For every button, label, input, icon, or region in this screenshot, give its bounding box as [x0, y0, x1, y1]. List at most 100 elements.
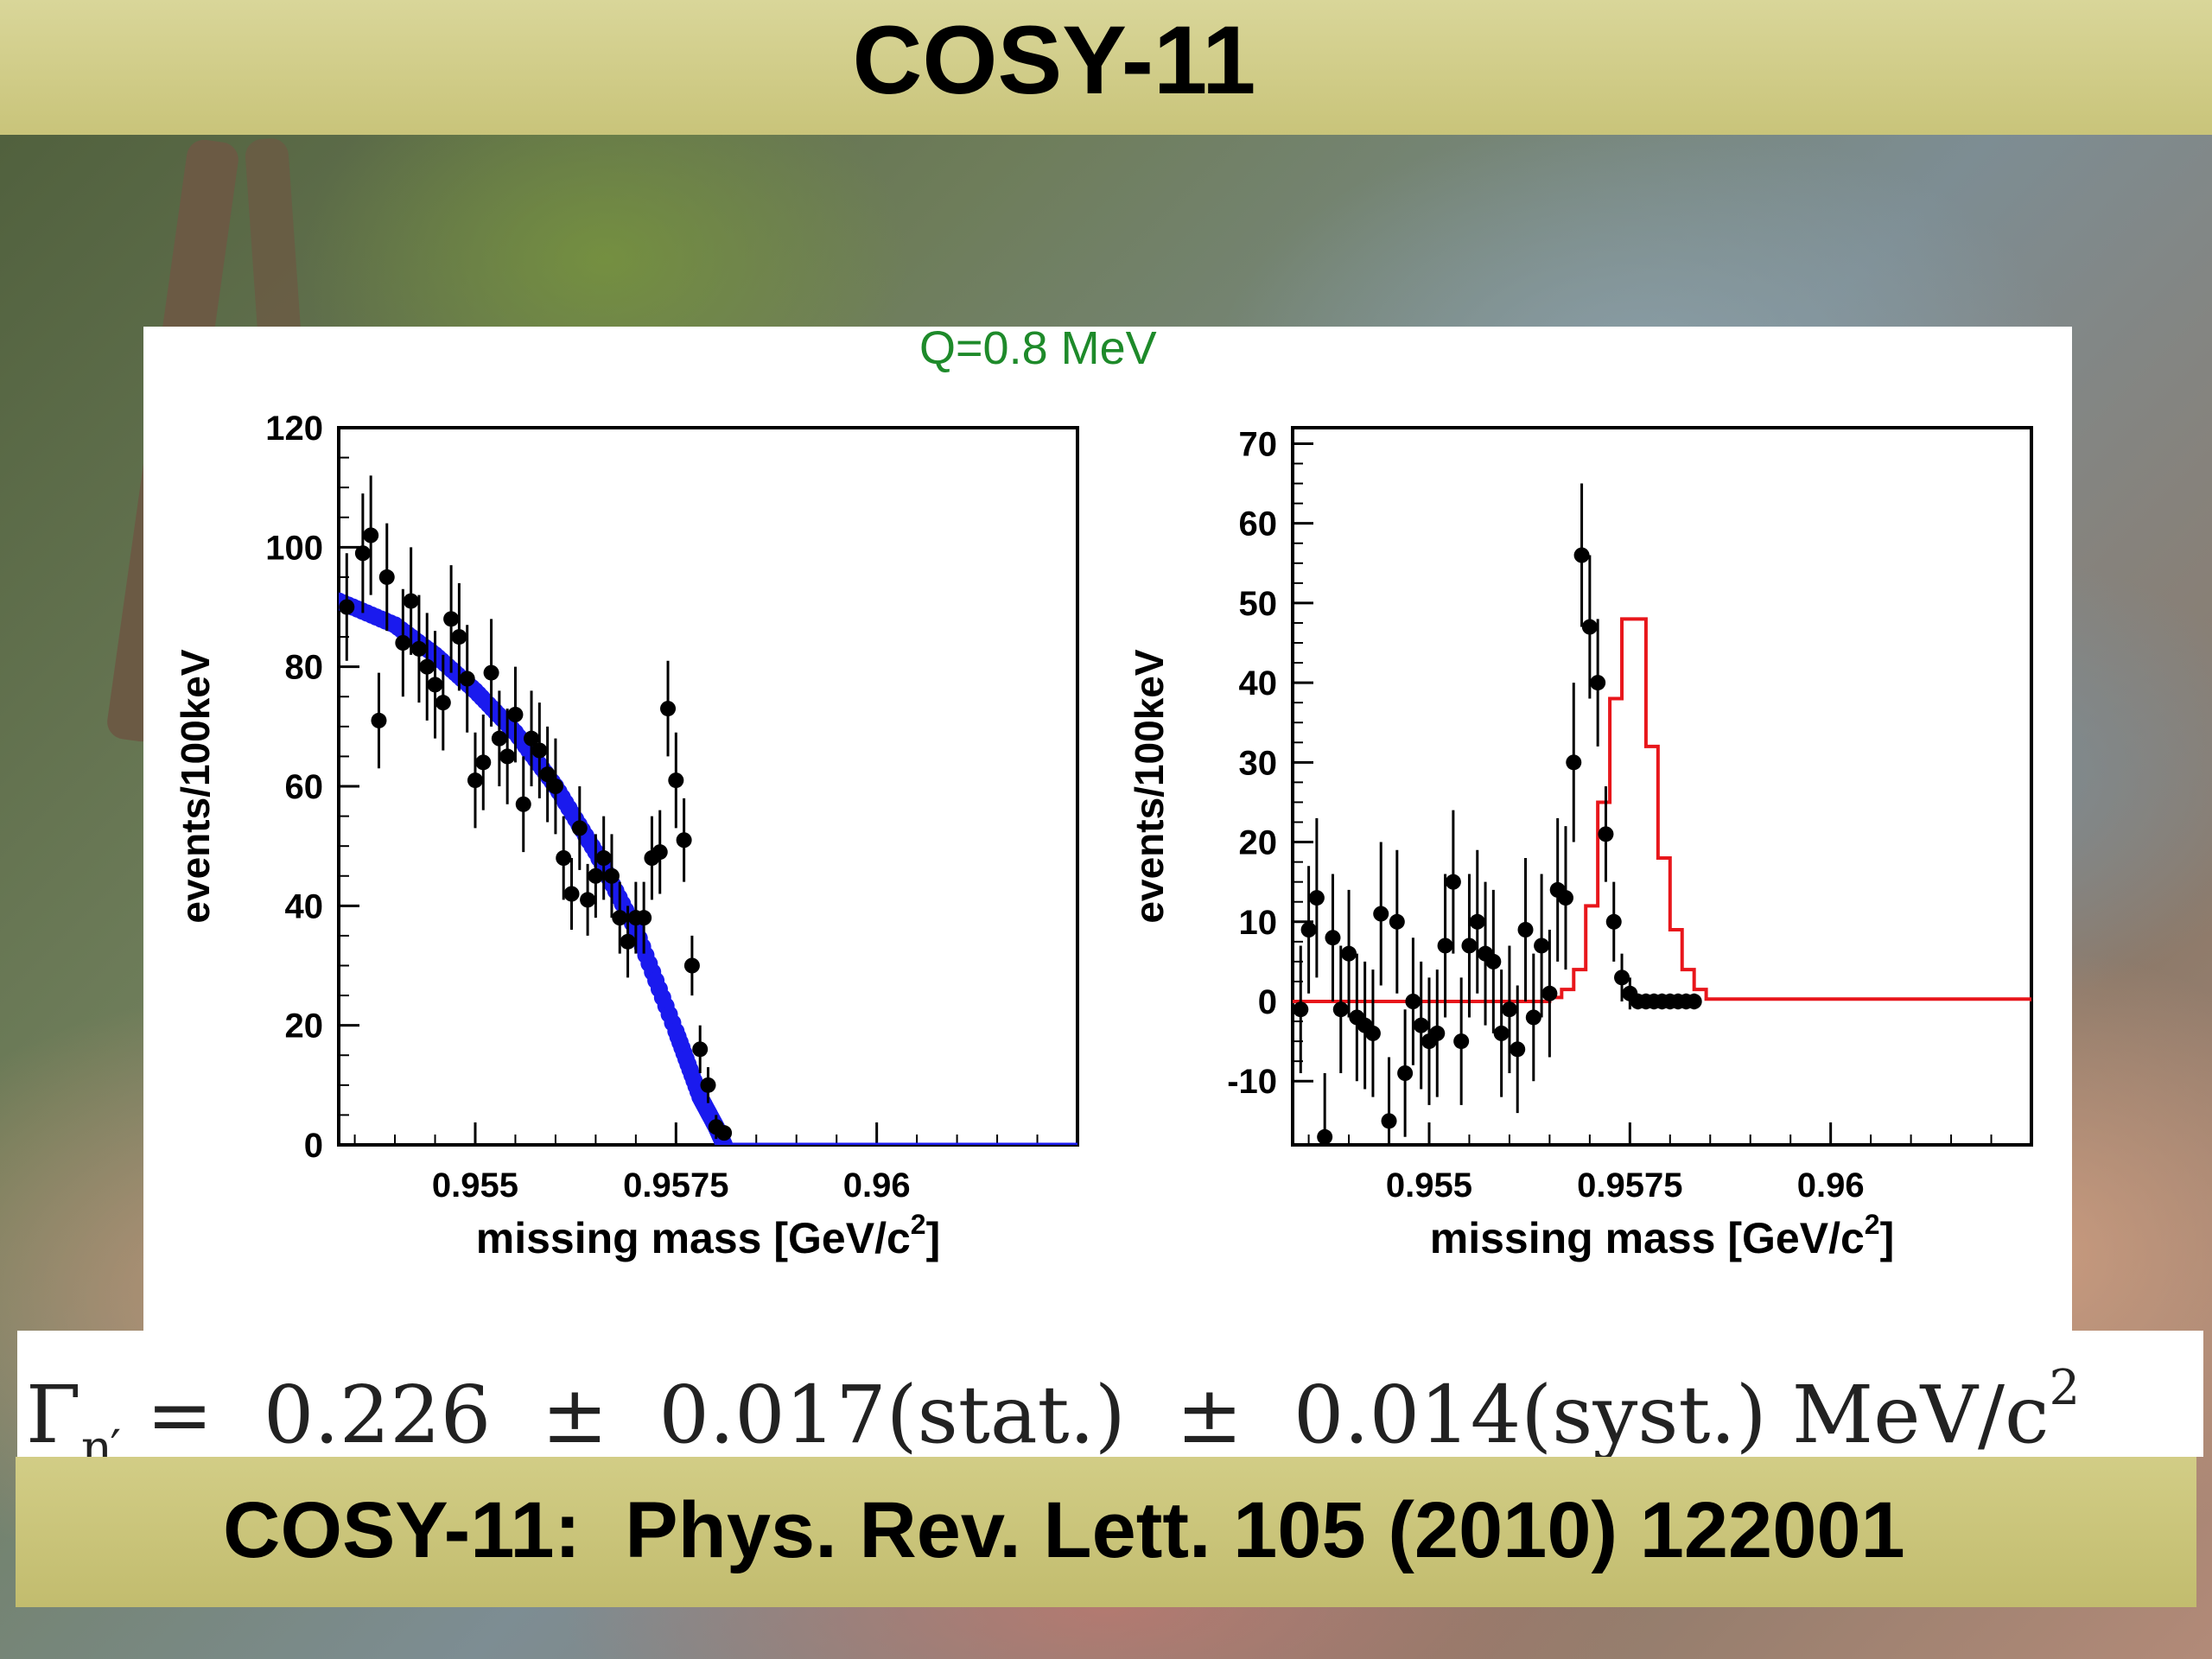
- data-point: [515, 796, 531, 812]
- x-axis-label-close: ]: [926, 1214, 941, 1262]
- x-axis-label: missing mass [GeV/c2]: [1430, 1209, 1894, 1262]
- y-tick-label: 50: [1239, 585, 1278, 623]
- data-point: [683, 957, 700, 974]
- data-point: [371, 712, 387, 728]
- data-point: [1341, 945, 1357, 962]
- data-point: [588, 868, 604, 884]
- title-bar: [0, 0, 2212, 135]
- data-point: [563, 886, 580, 902]
- plot-area: [339, 475, 1077, 1145]
- y-tick-label: 70: [1239, 425, 1278, 463]
- data-point: [580, 892, 596, 908]
- data-point: [1413, 1017, 1429, 1033]
- data-point: [1317, 1128, 1333, 1145]
- data-point: [531, 742, 548, 759]
- reference-citation: COSY-11: Phys. Rev. Lett. 105 (2010) 122…: [223, 1486, 1905, 1574]
- data-point: [660, 701, 677, 717]
- data-point: [676, 832, 692, 849]
- data-point: [339, 599, 355, 615]
- data-point: [612, 910, 628, 926]
- data-point: [1590, 675, 1606, 691]
- data-point: [1332, 1001, 1349, 1018]
- x-tick-label: 0.955: [432, 1166, 518, 1205]
- x-tick-label: 0.955: [1386, 1166, 1472, 1205]
- chart-right: -10 0 10 20 30 40 50 60 70 0.955 0.9575 0.96 events/…: [1127, 425, 2033, 1262]
- y-tick-label: 40: [1239, 664, 1278, 702]
- data-point: [603, 868, 620, 884]
- data-point: [1541, 985, 1558, 1001]
- data-point: [1566, 754, 1582, 771]
- x-axis-label-text: missing mass [GeV/c: [1430, 1214, 1865, 1262]
- data-point: [427, 677, 443, 693]
- reference-bar: [16, 1457, 2196, 1607]
- y-tick-label: 20: [285, 1007, 324, 1046]
- data-point: [595, 850, 612, 866]
- data-point: [1325, 930, 1341, 946]
- data-point: [1605, 913, 1622, 930]
- data-point: [668, 772, 684, 789]
- data-point: [556, 850, 572, 866]
- data-point: [1405, 994, 1421, 1009]
- plot-area: [1293, 483, 2031, 1145]
- data-point: [1485, 953, 1502, 969]
- data-point: [410, 640, 427, 657]
- formula-rhs: = 0.226 ± 0.017(stat.) ± 0.014(syst.) Me…: [146, 1369, 2050, 1461]
- data-point: [435, 695, 451, 711]
- data-point: [467, 772, 483, 789]
- x-axis-label-sup: 2: [911, 1209, 926, 1240]
- data-point: [1437, 938, 1453, 954]
- data-point: [499, 748, 516, 765]
- data-point: [507, 707, 524, 722]
- formula-box: [17, 1331, 2203, 1457]
- data-point: [475, 754, 492, 771]
- data-point: [354, 545, 371, 562]
- data-point: [1453, 1033, 1470, 1050]
- data-point: [1300, 922, 1317, 938]
- data-point: [403, 593, 419, 609]
- y-tick-label: 120: [265, 410, 323, 448]
- data-point: [1573, 547, 1590, 563]
- data-point: [700, 1077, 716, 1093]
- data-point: [1445, 874, 1461, 890]
- x-tick-label: 0.9575: [1577, 1166, 1682, 1205]
- plot-frame: [1291, 426, 2033, 1147]
- data-point: [1581, 619, 1598, 635]
- data-point: [363, 527, 379, 543]
- data-point: [491, 730, 507, 747]
- data-point: [419, 658, 435, 675]
- data-point: [1525, 1009, 1541, 1026]
- q-value-label: Q=0.8 MeV: [919, 322, 1157, 374]
- data-point: [1557, 890, 1573, 906]
- data-point: [1510, 1041, 1526, 1058]
- width-formula: Γη′ = 0.226 ± 0.017(stat.) ± 0.014(syst.…: [26, 1324, 2080, 1514]
- y-tick-label: 40: [285, 887, 324, 925]
- data-point: [378, 569, 395, 585]
- data-point: [395, 635, 411, 651]
- slide-title: COSY-11: [852, 6, 1256, 114]
- data-point: [1534, 938, 1550, 954]
- data-point: [1501, 1001, 1517, 1018]
- data-point: [1614, 969, 1630, 986]
- x-axis-label-text: missing mass [GeV/c: [476, 1214, 911, 1262]
- y-tick-label: 80: [285, 649, 324, 687]
- data-point: [451, 629, 467, 645]
- y-tick-label: -10: [1227, 1063, 1277, 1101]
- data-point: [1517, 922, 1534, 938]
- data-point: [1293, 1001, 1309, 1018]
- data-point: [716, 1125, 733, 1141]
- formula-superscript: 2: [2049, 1360, 2081, 1416]
- data-point: [1493, 1025, 1510, 1041]
- data-point: [692, 1041, 709, 1058]
- y-tick-label: 0: [304, 1127, 323, 1165]
- y-tick-label: 30: [1239, 744, 1278, 782]
- fit-histogram: [1293, 617, 2031, 1003]
- y-tick-label: 60: [285, 768, 324, 806]
- data-point: [459, 671, 475, 687]
- x-tick-label: 0.96: [843, 1166, 911, 1205]
- chart-left: 0 20 40 60 80 100 120 0.955 0.9575 0.96 events/100…: [173, 410, 1079, 1262]
- data-point: [1308, 890, 1325, 906]
- x-axis-label-sup: 2: [1865, 1209, 1880, 1240]
- y-tick-label: 10: [1239, 904, 1278, 942]
- data-point: [1469, 913, 1485, 930]
- data-point: [1389, 913, 1405, 930]
